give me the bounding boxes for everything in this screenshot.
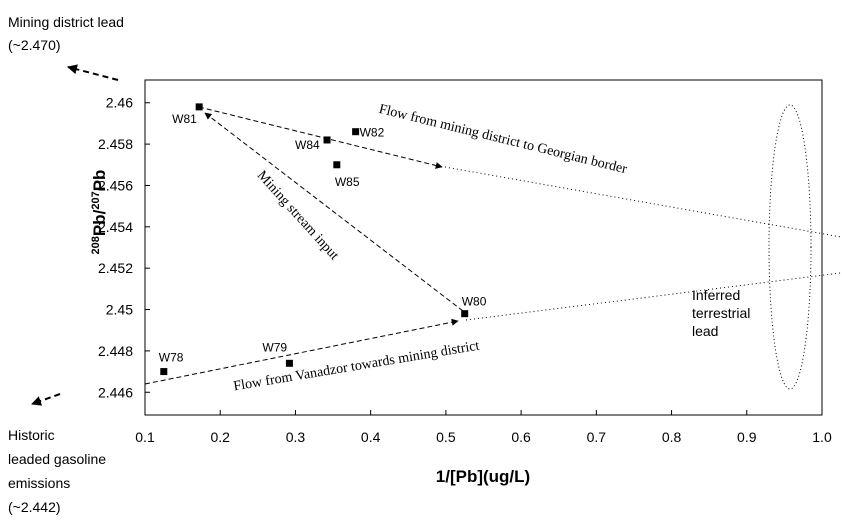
data-point [352,128,360,136]
annotation: terrestrial [692,305,750,321]
y-label-part: 208 [90,236,102,254]
x-tick-label: 0.1 [135,429,155,445]
dotted-line [465,272,842,321]
x-tick-label: 0.7 [587,429,607,445]
x-tick-label: 0.8 [662,429,682,445]
point-label: W79 [262,340,287,354]
annotation: Mining stream input [254,168,342,263]
annotation: emissions [8,475,70,491]
data-point [195,103,203,111]
annotation: (~2.470) [8,37,61,53]
y-label-part: Pb [90,170,109,192]
x-tick-label: 0.9 [737,429,757,445]
y-label-part: 207 [90,191,102,209]
annotation: leaded gasoline [8,451,106,467]
flow-lines [31,64,842,406]
y-axis-label: 208Pb/207Pb [90,170,109,255]
x-tick-label: 0.6 [511,429,531,445]
arrow [31,393,61,406]
arrow [198,106,443,169]
y-label-part: Pb/ [90,209,109,236]
point-label: W84 [295,138,320,152]
dotted-line [444,166,842,238]
annotation: lead [692,323,718,339]
point-label: W80 [462,295,487,309]
annotation: Inferred [692,287,740,303]
y-tick-label: 2.458 [98,136,133,152]
terrestrial-ellipse [768,104,812,390]
y-tick-label: 2.46 [106,95,133,111]
data-point [333,161,341,169]
annotation: Flow from mining district to Georgian bo… [377,102,628,177]
annotation: Mining district lead [8,14,124,30]
y-tick-label: 2.452 [98,260,133,276]
y-tick-label: 2.448 [98,343,133,359]
data-point [285,359,293,367]
annotation: (~2.442) [8,499,61,515]
x-tick-label: 0.5 [436,429,456,445]
x-tick-label: 0.4 [361,429,381,445]
data-point [160,368,168,376]
x-tick-label: 0.2 [210,429,230,445]
arrow [144,318,459,385]
arrow [67,64,119,81]
annotation: Historic [8,427,55,443]
x-tick-label: 0.3 [286,429,306,445]
point-label: W81 [172,112,197,126]
arrow [204,112,464,312]
y-tick-label: 2.456 [98,177,133,193]
point-label: W78 [159,351,184,365]
point-label: W82 [360,126,385,140]
x-tick-label: 1.0 [812,429,832,445]
plot-frame [144,79,823,416]
x-axis-label: 1/[Pb](ug/L) [436,467,530,486]
y-tick-label: 2.454 [98,219,133,235]
y-tick-label: 2.45 [106,302,133,318]
y-tick-label: 2.446 [98,384,133,400]
point-label: W85 [335,175,360,189]
data-point [461,310,469,318]
data-point [323,136,331,144]
